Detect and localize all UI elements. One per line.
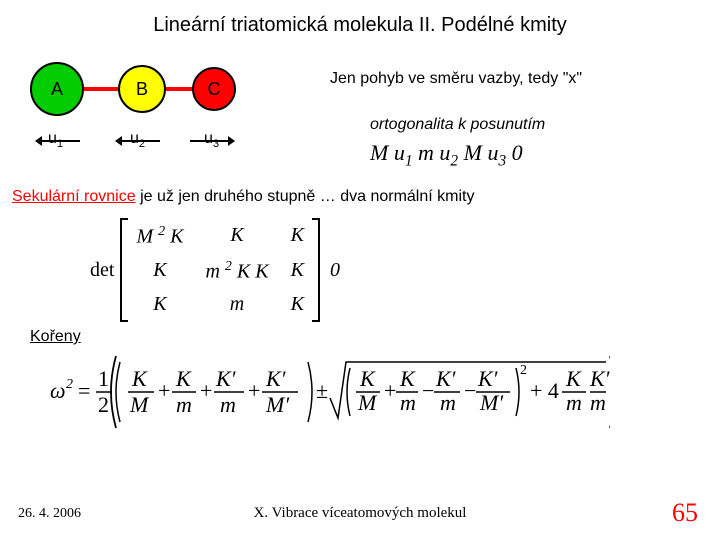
atom-a: A <box>30 62 84 116</box>
atom-b-label: B <box>136 79 148 100</box>
svg-text:±: ± <box>316 378 328 403</box>
svg-text:K: K <box>175 366 192 391</box>
svg-text:K: K <box>359 366 376 391</box>
svg-text:−: − <box>464 378 476 403</box>
svg-text:+: + <box>200 378 212 403</box>
svg-text:1: 1 <box>98 366 109 391</box>
page-title: Lineární triatomická molekula II. Podéln… <box>0 0 720 37</box>
svg-text:m: m <box>440 390 456 415</box>
svg-text:2: 2 <box>520 363 527 378</box>
molecule-diagram: A B C u1 u2 u3 <box>30 58 280 168</box>
svg-text:+: + <box>384 378 396 403</box>
secular-rest: je už jen druhého stupně … dva normální … <box>136 188 475 205</box>
svg-text:K: K <box>399 366 416 391</box>
u2-arrow <box>116 140 160 142</box>
svg-text:2: 2 <box>66 377 73 392</box>
bracket-right <box>312 218 320 322</box>
svg-text:M′: M′ <box>265 392 290 417</box>
svg-text:M′: M′ <box>479 390 504 415</box>
secular-line: Sekulární rovnice je už jen druhého stup… <box>12 188 474 206</box>
svg-text:m: m <box>590 390 606 415</box>
svg-text:m: m <box>220 392 236 417</box>
svg-text:K′: K′ <box>215 366 237 391</box>
secular-label: Sekulární rovnice <box>12 188 136 205</box>
matrix-grid: M 2 K K K K m 2 K K K K m K <box>128 218 312 322</box>
svg-text:m: m <box>400 390 416 415</box>
svg-text:K′: K′ <box>477 366 499 391</box>
det-prefix: det <box>90 259 114 282</box>
svg-text:K′: K′ <box>265 366 287 391</box>
secular-matrix: det M 2 K K K K m 2 K K K K m K 0 <box>90 218 340 322</box>
constraint-equation: M u1 m u2 M u3 0 <box>370 140 523 170</box>
footer-page: 65 <box>672 498 698 528</box>
atom-c-label: C <box>208 79 221 100</box>
atom-b: B <box>118 65 166 113</box>
motion-note: Jen pohyb ve směru vazby, tedy "x" <box>330 70 582 88</box>
svg-text:+ 4: + 4 <box>530 378 559 403</box>
bracket-left <box>120 218 128 322</box>
svg-text:M: M <box>129 392 150 417</box>
svg-text:M: M <box>357 390 378 415</box>
u1-arrow <box>36 140 80 142</box>
atom-c: C <box>192 67 236 111</box>
svg-text:m: m <box>176 392 192 417</box>
roots-formula: ω2 = 1 2 KM + Km + K′m + K′M′ ± <box>50 350 610 434</box>
svg-text:K′: K′ <box>435 366 457 391</box>
svg-text:m: m <box>566 390 582 415</box>
svg-text:ω: ω <box>50 378 66 403</box>
roots-heading: Kořeny <box>30 328 81 346</box>
orthogonality-note: ortogonalita k posunutím <box>370 116 545 134</box>
svg-text:K′: K′ <box>589 366 610 391</box>
footer-center: X. Vibrace víceatomových molekul <box>0 505 720 522</box>
svg-text:=: = <box>78 378 90 403</box>
svg-text:+: + <box>248 378 260 403</box>
atom-a-label: A <box>51 79 63 100</box>
svg-text:K: K <box>565 366 582 391</box>
svg-text:−: − <box>422 378 434 403</box>
svg-text:K: K <box>131 366 148 391</box>
svg-text:2: 2 <box>98 392 109 417</box>
svg-text:+: + <box>158 378 170 403</box>
eq-zero: 0 <box>330 259 340 282</box>
u3-arrow <box>190 140 234 142</box>
